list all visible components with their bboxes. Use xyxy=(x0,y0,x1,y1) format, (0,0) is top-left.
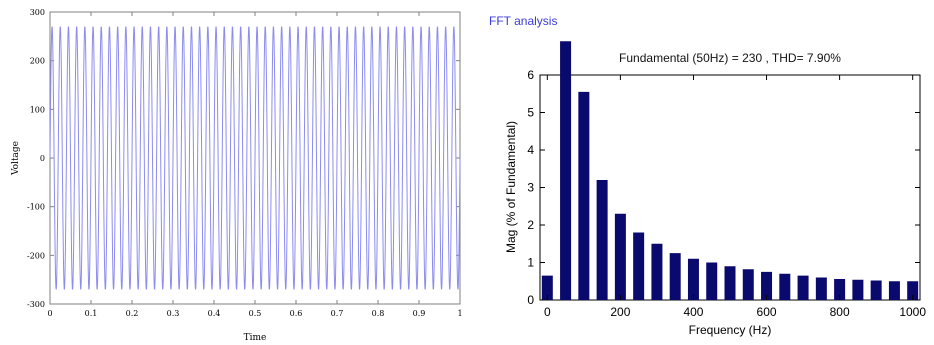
voltage-y-tick-label: -300 xyxy=(27,300,45,309)
fft-bar xyxy=(797,275,809,300)
fft-bar xyxy=(706,262,718,300)
time-x-tick-label: 0.3 xyxy=(167,309,180,318)
frequency-x-tick-label: 600 xyxy=(757,305,777,319)
magnitude-y-tick-label: 6 xyxy=(527,68,534,82)
magnitude-y-tick-label: 5 xyxy=(527,106,534,120)
fft-bar xyxy=(779,273,791,300)
frequency-x-tick-label: 800 xyxy=(830,305,850,319)
voltage-y-tick-label: 300 xyxy=(30,8,45,17)
voltage-y-tick-label: 200 xyxy=(30,57,45,66)
magnitude-y-ticks: 6 5 4 3 2 1 0 xyxy=(527,68,920,307)
time-x-tick-label: 0.6 xyxy=(290,309,303,318)
fft-bars xyxy=(541,41,919,300)
time-x-tick-label: 0.5 xyxy=(249,309,262,318)
voltage-y-tick-label: -200 xyxy=(27,251,45,260)
frequency-x-ticks: 0 200 400 600 800 1000 xyxy=(544,75,926,319)
voltage-y-tick-label: 0 xyxy=(40,154,45,163)
frequency-x-tick-label: 400 xyxy=(683,305,703,319)
fft-bar xyxy=(870,280,882,300)
magnitude-y-tick-label: 3 xyxy=(527,181,534,195)
fft-bar xyxy=(651,243,663,300)
voltage-y-tick-label: -100 xyxy=(27,203,45,212)
fundamental-thd-label: Fundamental (50Hz) = 230 , THD= 7.90% xyxy=(619,51,841,65)
time-x-tick-label: 1 xyxy=(457,309,462,318)
fft-bar xyxy=(633,232,645,300)
fft-analysis-title: FFT analysis xyxy=(489,14,557,28)
fft-bar xyxy=(852,279,864,300)
fft-bar xyxy=(578,91,590,300)
time-x-tick-label: 0.7 xyxy=(331,309,344,318)
fft-bar xyxy=(761,271,773,300)
time-axis-label: Time xyxy=(244,333,267,343)
frequency-x-tick-label: 200 xyxy=(610,305,630,319)
fft-bar xyxy=(560,41,572,300)
voltage-series-line xyxy=(49,26,461,290)
fft-bar xyxy=(596,180,608,300)
fft-bar xyxy=(888,281,900,300)
time-x-ticks: 0 0.1 0.2 0.3 0.4 0.5 0.6 0.7 0.8 0.9 1 xyxy=(47,12,463,318)
fft-bar xyxy=(541,275,553,300)
fft-bar-chart: FFT analysis Fundamental (50Hz) = 230 , … xyxy=(489,14,926,337)
time-x-tick-label: 0.4 xyxy=(208,309,221,318)
time-x-tick-label: 0.1 xyxy=(85,309,98,318)
magnitude-y-tick-label: 1 xyxy=(527,256,534,270)
fft-bar xyxy=(669,253,681,300)
time-x-tick-label: 0.2 xyxy=(126,309,139,318)
fft-bar xyxy=(724,266,736,300)
fft-bar xyxy=(907,281,919,300)
voltage-y-tick-label: 100 xyxy=(30,105,45,114)
fft-bar xyxy=(687,258,699,300)
magnitude-y-tick-label: 2 xyxy=(527,218,534,232)
magnitude-y-tick-label: 4 xyxy=(527,143,534,157)
fft-bar xyxy=(614,213,626,300)
magnitude-axis-label: Mag (% of Fundamental) xyxy=(504,121,518,253)
magnitude-y-tick-label: 0 xyxy=(527,293,534,307)
frequency-x-tick-label: 0 xyxy=(544,305,551,319)
fft-bar xyxy=(834,279,846,300)
voltage-y-ticks: 300 200 100 0 -100 -200 -300 xyxy=(27,8,460,309)
time-x-tick-label: 0.8 xyxy=(372,309,385,318)
time-x-tick-label: 0.9 xyxy=(413,309,426,318)
fft-bar xyxy=(815,277,827,300)
frequency-axis-label: Frequency (Hz) xyxy=(689,323,772,337)
frequency-x-tick-label: 1000 xyxy=(899,305,926,319)
fft-bar xyxy=(742,269,754,300)
voltage-axis-label: Voltage xyxy=(11,141,21,176)
time-x-tick-label: 0 xyxy=(47,309,52,318)
